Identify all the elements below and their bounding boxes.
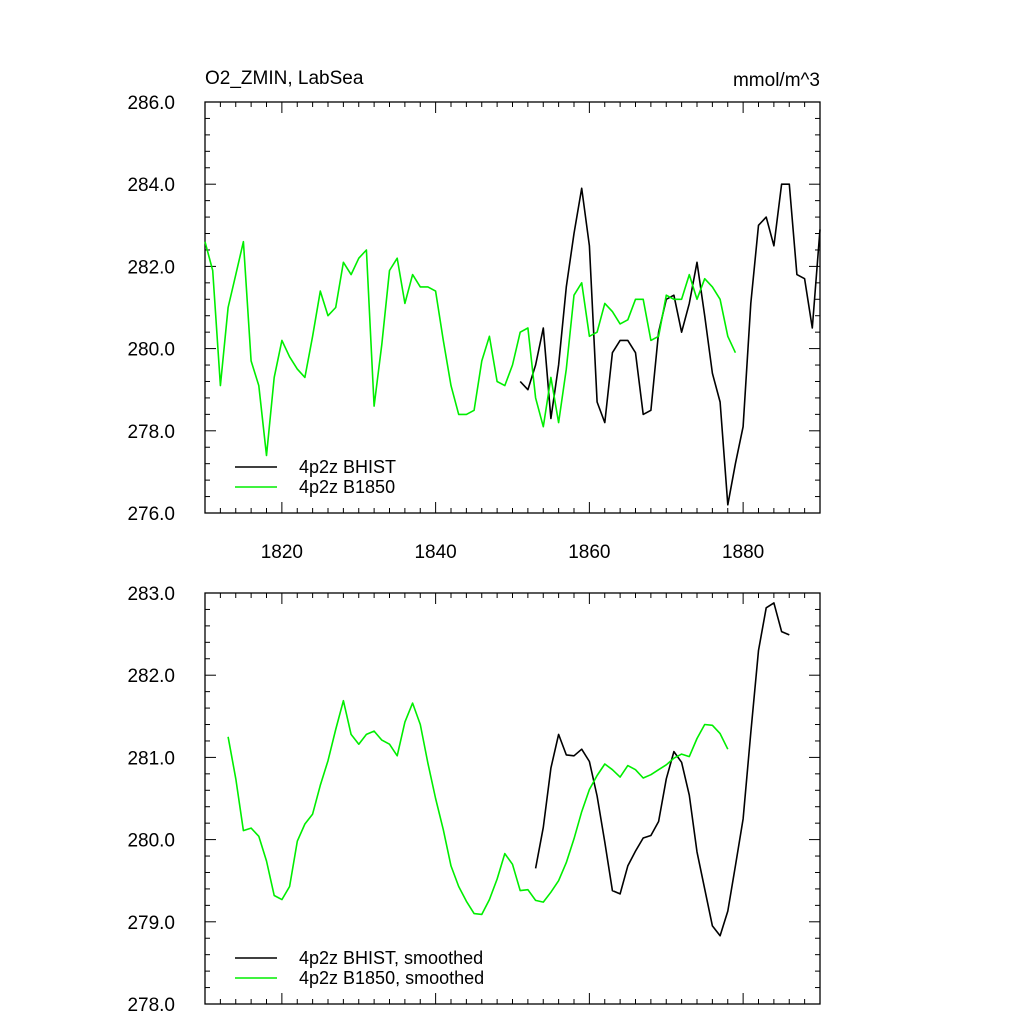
y-tick-label: 278.0 bbox=[127, 995, 175, 1016]
chart-title: O2_ZMIN, LabSea bbox=[205, 68, 364, 89]
y-tick-label: 283.0 bbox=[127, 584, 175, 605]
y-tick-label: 282.0 bbox=[127, 666, 175, 687]
series-line-b1850 bbox=[227, 699, 729, 916]
legend-label-bhist: 4p2z BHIST bbox=[299, 457, 396, 477]
x-tick-label: 1840 bbox=[414, 542, 456, 563]
legend-label-b1850: 4p2z B1850, smoothed bbox=[299, 968, 484, 988]
legend-label-b1850: 4p2z B1850 bbox=[299, 477, 395, 497]
series-line-bhist bbox=[534, 602, 790, 937]
y-tick-label: 284.0 bbox=[127, 175, 175, 196]
x-tick-label: 1860 bbox=[568, 542, 610, 563]
y-tick-label: 280.0 bbox=[127, 831, 175, 852]
plot-frame bbox=[204, 101, 821, 514]
bottom-panel: 278.0 279.0 280.0 281.0 282.0 283.0 4p2z BHIST… bbox=[127, 584, 821, 1016]
y-tick-label: 280.0 bbox=[127, 340, 175, 361]
units-label: mmol/m^3 bbox=[733, 70, 820, 91]
x-tick-label: 1880 bbox=[722, 542, 764, 563]
series-line-b1850 bbox=[204, 240, 737, 457]
top-panel: 1820 1840 1860 1880 276.0 278.0 280.0 282.0 284.… bbox=[127, 93, 821, 563]
y-tick-label: 279.0 bbox=[127, 913, 175, 934]
y-tick-label: 282.0 bbox=[127, 257, 175, 278]
y-tick-label: 276.0 bbox=[127, 504, 175, 525]
legend-label-bhist: 4p2z BHIST, smoothed bbox=[299, 948, 483, 968]
series-line-bhist bbox=[519, 183, 821, 506]
y-tick-label: 278.0 bbox=[127, 422, 175, 443]
y-tick-label: 281.0 bbox=[127, 748, 175, 769]
plot-frame bbox=[204, 592, 821, 1005]
x-tick-label: 1820 bbox=[261, 542, 303, 563]
y-tick-label: 286.0 bbox=[127, 93, 175, 114]
